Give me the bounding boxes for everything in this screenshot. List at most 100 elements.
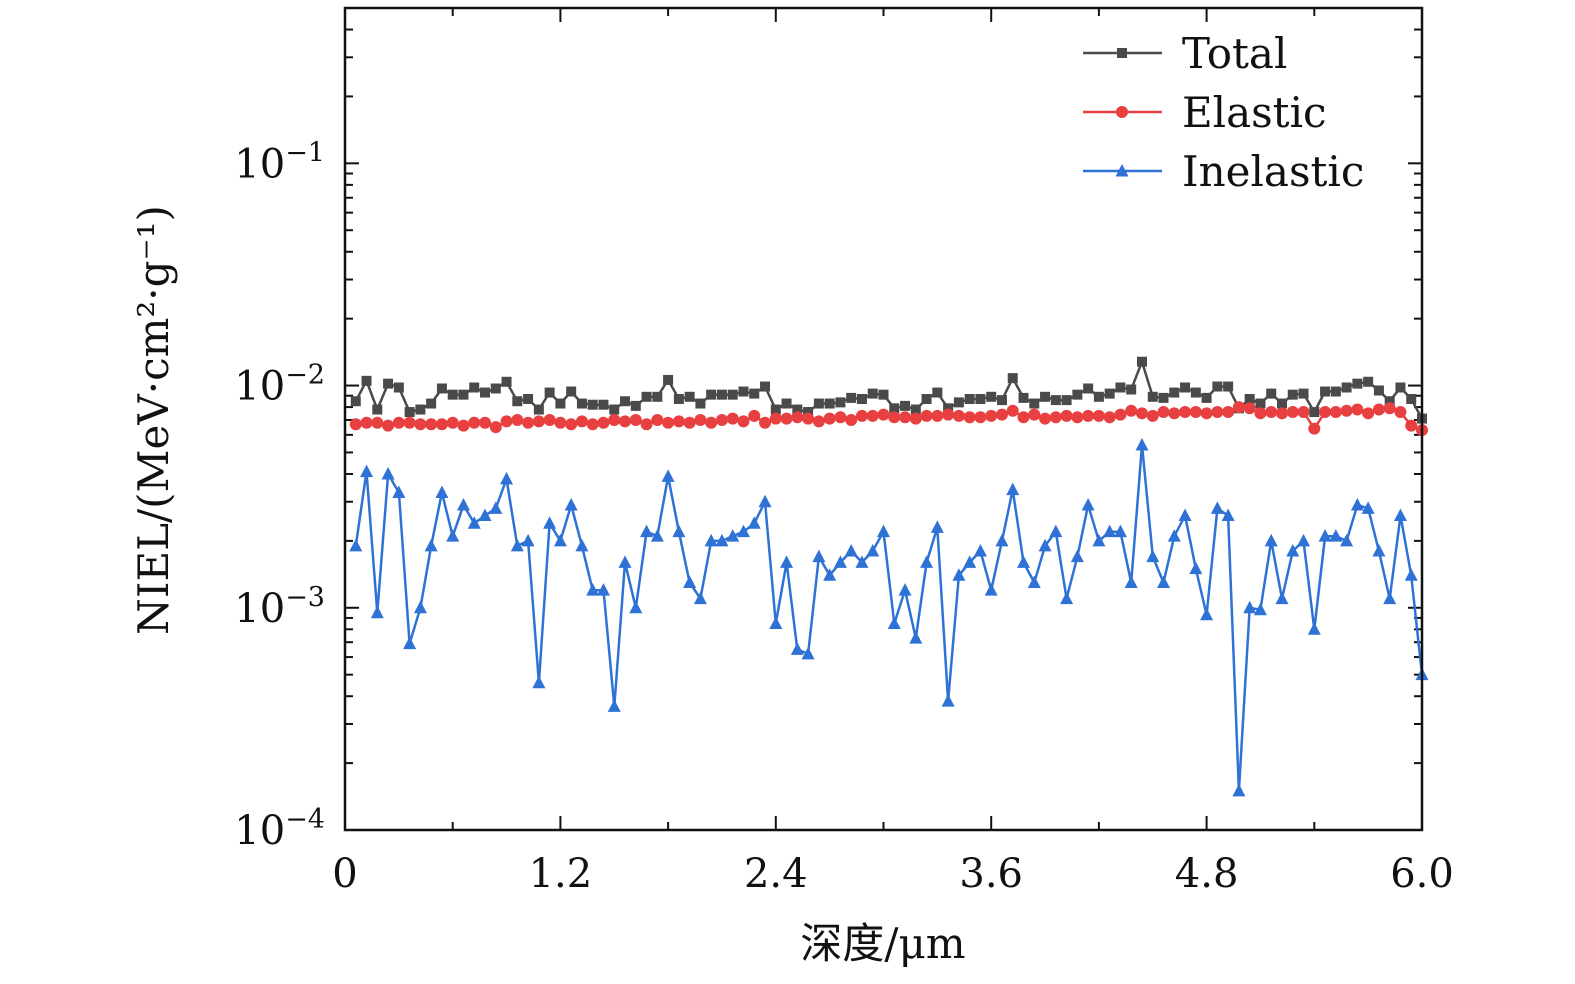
data-point-elastic — [672, 415, 685, 428]
data-point-total — [576, 398, 587, 409]
data-point-elastic — [920, 409, 933, 422]
data-point-elastic — [586, 418, 599, 431]
data-point-total — [792, 404, 803, 415]
data-point-total — [921, 393, 932, 404]
x-tick-label: 0 — [332, 851, 357, 897]
data-point-total — [512, 396, 523, 407]
data-point-inelastic — [1393, 508, 1407, 522]
data-point-inelastic — [1027, 575, 1041, 588]
data-point-inelastic — [1049, 524, 1063, 538]
data-point-elastic — [802, 412, 815, 425]
data-point-total — [943, 403, 954, 414]
data-point-inelastic — [1243, 600, 1257, 614]
data-point-total — [1363, 376, 1374, 387]
data-point-total — [770, 404, 781, 415]
data-point-elastic — [1319, 406, 1332, 419]
data-point-inelastic — [769, 616, 783, 629]
data-point-total — [1373, 385, 1384, 396]
data-point-inelastic — [973, 544, 987, 557]
data-point-elastic — [479, 416, 492, 429]
data-point-inelastic — [1221, 508, 1235, 522]
data-point-total — [1072, 389, 1083, 400]
data-point-elastic — [1351, 403, 1364, 416]
data-point-elastic — [1405, 419, 1418, 432]
data-point-elastic — [694, 413, 707, 426]
data-point-elastic — [1243, 402, 1256, 415]
data-point-elastic — [1308, 422, 1321, 435]
y-tick-labels: 10−1 10−2 10−3 10−4 — [234, 137, 325, 854]
data-point-total — [587, 399, 598, 410]
data-point-elastic — [769, 412, 782, 425]
data-point-elastic — [1329, 406, 1342, 419]
data-point-inelastic — [747, 516, 761, 529]
data-point-inelastic — [650, 529, 664, 542]
series-inelastic — [349, 438, 1429, 797]
data-point-total — [964, 393, 975, 404]
data-point-elastic — [425, 418, 438, 431]
x-tick-label: 4.8 — [1175, 851, 1239, 897]
data-point-inelastic — [1006, 482, 1020, 496]
data-point-elastic — [457, 419, 470, 432]
data-point-inelastic — [1318, 529, 1332, 542]
data-point-total — [910, 404, 921, 415]
data-point-elastic — [1340, 404, 1353, 417]
data-point-elastic — [1189, 406, 1202, 419]
data-point-inelastic — [586, 583, 600, 596]
data-point-inelastic — [1297, 533, 1311, 547]
data-point-total — [1180, 382, 1191, 393]
data-point-total — [1190, 387, 1201, 398]
data-point-total — [996, 395, 1007, 406]
data-point-total — [447, 389, 458, 400]
data-point-inelastic — [1167, 529, 1181, 542]
data-point-inelastic — [1286, 544, 1300, 557]
data-point-elastic — [489, 421, 502, 434]
data-point-inelastic — [1017, 555, 1031, 568]
data-point-inelastic — [392, 485, 406, 499]
legend: Total Elastic Inelastic — [1083, 29, 1364, 196]
data-point-inelastic — [672, 524, 686, 538]
data-point-elastic — [640, 418, 653, 431]
data-point-elastic — [414, 418, 427, 431]
data-point-inelastic — [1146, 549, 1160, 563]
data-point-elastic — [1297, 406, 1310, 419]
x-axis-title: 深度/μm — [800, 919, 965, 968]
data-point-inelastic — [435, 485, 449, 499]
data-point-inelastic — [1113, 524, 1127, 538]
data-point-inelastic — [1124, 575, 1138, 588]
data-point-inelastic — [553, 533, 567, 547]
data-point-inelastic — [424, 538, 438, 552]
data-point-elastic — [543, 413, 556, 426]
x-tick-label: 2.4 — [744, 851, 808, 897]
data-point-elastic — [1125, 404, 1138, 417]
data-point-total — [975, 393, 986, 404]
data-point-total — [1050, 395, 1061, 406]
data-point-elastic — [662, 416, 675, 429]
data-point-elastic — [371, 416, 384, 429]
data-point-total — [1395, 382, 1406, 393]
x-tick-label: 6.0 — [1390, 851, 1454, 897]
data-point-inelastic — [640, 524, 654, 538]
data-point-inelastic — [564, 498, 578, 511]
data-point-elastic — [651, 413, 664, 426]
data-point-total — [1255, 398, 1266, 409]
data-point-elastic — [597, 416, 610, 429]
legend-label-elastic: Elastic — [1182, 88, 1327, 137]
data-point-inelastic — [360, 464, 374, 478]
data-point-elastic — [942, 408, 955, 421]
data-point-total — [652, 391, 663, 402]
series-line-total — [354, 360, 1424, 420]
data-point-inelastic — [370, 605, 384, 619]
data-point-inelastic — [543, 516, 557, 529]
data-point-elastic — [748, 409, 761, 422]
data-point-inelastic — [575, 538, 589, 552]
data-point-total — [533, 404, 544, 415]
data-point-elastic — [985, 409, 998, 422]
data-point-elastic — [511, 413, 524, 426]
data-point-inelastic — [607, 699, 621, 712]
data-point-inelastic — [1210, 501, 1224, 514]
data-point-elastic — [1275, 407, 1288, 420]
data-point-total — [813, 398, 824, 409]
data-point-inelastic — [941, 694, 955, 707]
data-point-inelastic — [898, 583, 912, 596]
